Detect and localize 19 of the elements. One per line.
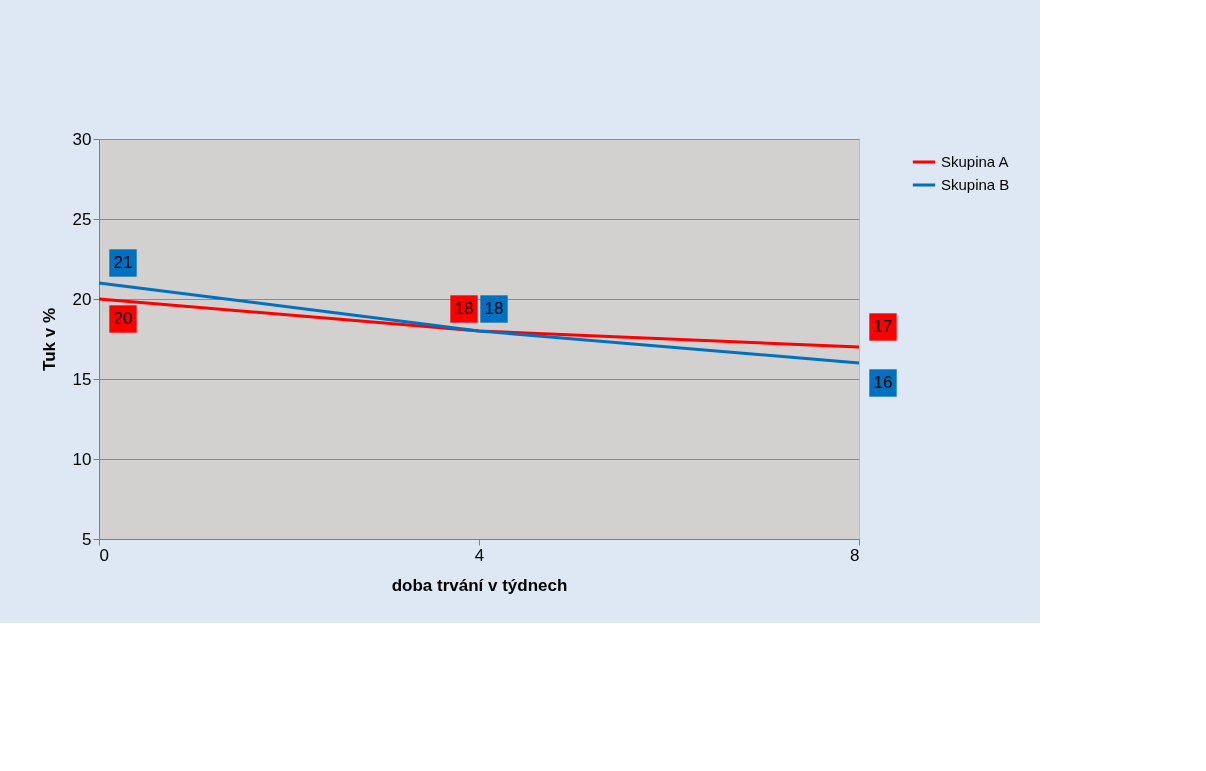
y-tick-label: 20	[72, 289, 92, 309]
data-label: 21	[113, 253, 133, 272]
x-tick-label: 8	[850, 545, 860, 565]
data-label: 18	[454, 299, 474, 318]
y-tick-label: 10	[72, 449, 92, 469]
y-axis-title: Tuk v %	[39, 308, 59, 371]
data-label: 18	[484, 299, 504, 318]
x-tick-label: 4	[474, 545, 485, 565]
x-axis-title: doba trvání v týdnech	[391, 575, 568, 595]
legend-label: Skupina B	[941, 176, 1010, 193]
legend-label: Skupina A	[941, 153, 1009, 170]
data-label: 20	[113, 309, 133, 328]
x-tick-label: 0	[99, 545, 109, 565]
data-label: 16	[873, 373, 893, 392]
y-tick-label: 25	[72, 209, 92, 229]
y-tick-label: 5	[82, 529, 92, 549]
y-tick-label: 15	[72, 369, 92, 389]
y-tick-label: 30	[72, 129, 92, 149]
data-label: 17	[873, 317, 893, 336]
